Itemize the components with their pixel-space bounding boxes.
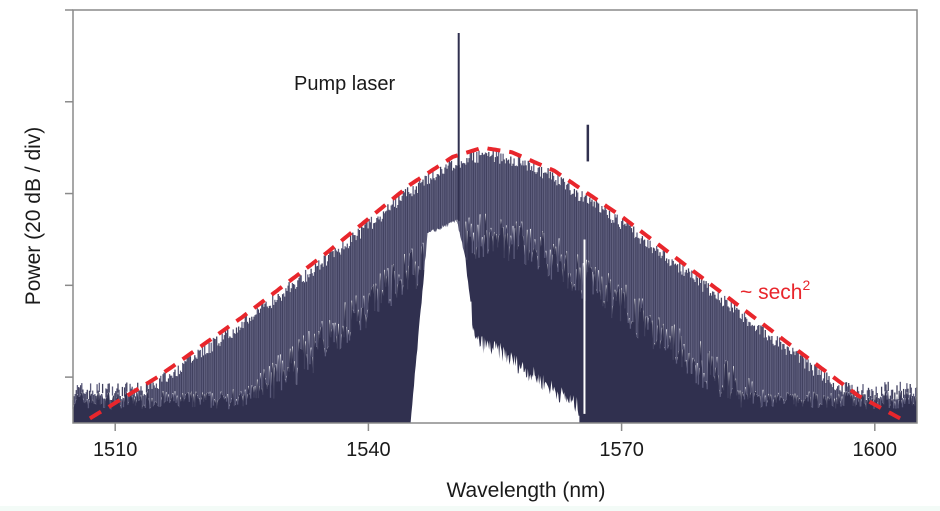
x-tick-label: 1510 (93, 439, 138, 461)
x-ticks: 1510 1540 1570 1600 (93, 423, 897, 461)
sech2-label-text: ~ sech (740, 281, 802, 304)
sech2-fit-line (88, 145, 902, 421)
pump-laser-label: Pump laser (294, 73, 395, 95)
spectrum-gap (410, 219, 580, 423)
x-tick-label: 1570 (599, 439, 644, 461)
plot-frame (72, 9, 918, 424)
x-axis-label: Wavelength (nm) (446, 479, 605, 502)
sech2-fit-layer (88, 145, 902, 421)
y-ticks (65, 9, 73, 378)
spectrum-body (73, 213, 917, 423)
sech2-label-superscript: 2 (802, 277, 810, 293)
y-axis-label: Power (20 dB / div) (22, 127, 45, 306)
bottom-band (0, 506, 940, 511)
sech2-label: ~ sech2 (740, 277, 810, 304)
spectrum-layer (72, 32, 918, 423)
x-tick-label: 1600 (853, 439, 898, 461)
x-tick-label: 1540 (346, 439, 391, 461)
